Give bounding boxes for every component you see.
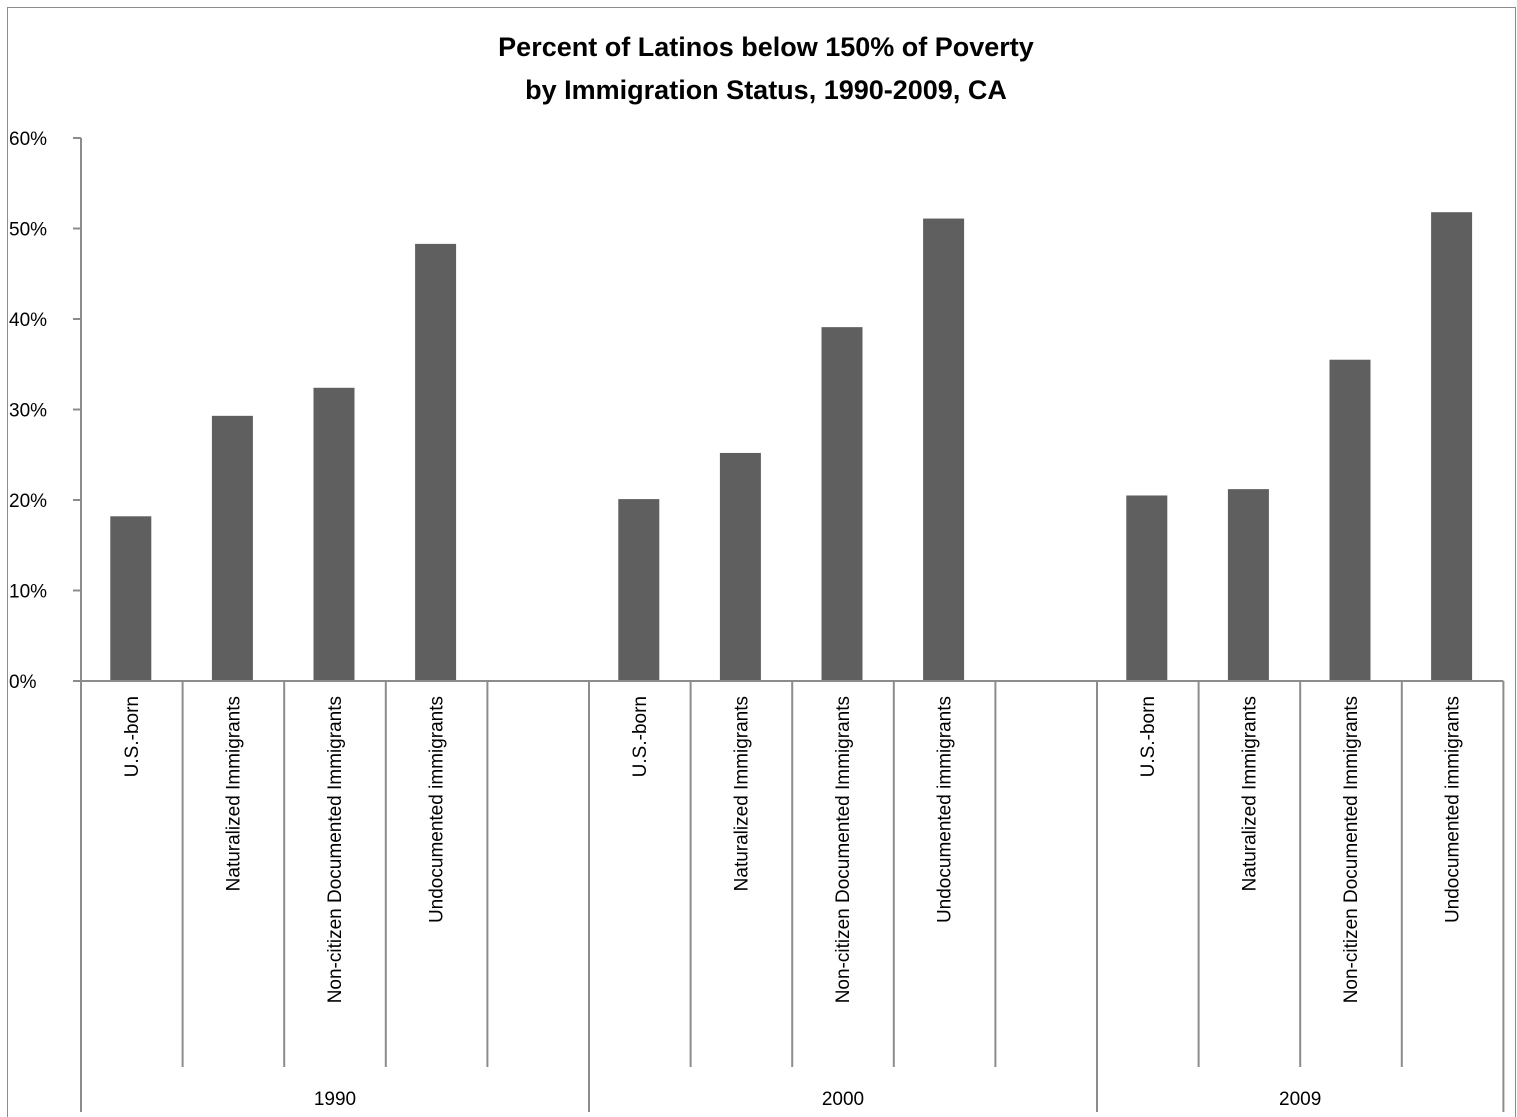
bar xyxy=(415,243,457,681)
x-category-label: Non-citizen Documented Immigrants xyxy=(325,696,346,1003)
y-axis: 0% 10% 20% 30% 40% 50% 60% xyxy=(9,129,82,693)
chart-title-line-2: by Immigration Status, 1990-2009, CA xyxy=(525,75,1007,105)
bar xyxy=(618,499,660,681)
x-category-label: Non-citizen Documented Immigrants xyxy=(1341,696,1362,1003)
bars xyxy=(110,212,1473,682)
x-group-label: 1990 xyxy=(314,1089,356,1110)
x-category-label: Non-citizen Documented Immigrants xyxy=(833,696,854,1003)
x-category-label: Naturalized Immigrants xyxy=(1239,696,1260,891)
x-category-label: U.S.-born xyxy=(122,696,143,777)
x-category-label: Naturalized Immigrants xyxy=(731,696,752,891)
x-group-label: 2009 xyxy=(1279,1089,1321,1110)
chart-title: Percent of Latinos below 150% of Poverty… xyxy=(0,26,1517,112)
x-group-label: 2000 xyxy=(822,1089,864,1110)
bar xyxy=(923,218,965,682)
bar xyxy=(1329,359,1371,681)
x-category-label: Undocumented immigrants xyxy=(1443,696,1464,923)
y-tick-label: 50% xyxy=(9,220,47,241)
x-category-label: Undocumented immigrants xyxy=(427,696,448,923)
x-axis: U.S.-born Naturalized Immigrants Non-citiz… xyxy=(80,680,1505,1112)
chart-title-line-1: Percent of Latinos below 150% of Poverty xyxy=(498,32,1034,62)
y-tick-label: 0% xyxy=(9,672,37,693)
y-tick-label: 60% xyxy=(9,129,47,150)
bar xyxy=(1431,212,1473,681)
bar xyxy=(821,327,863,681)
bar xyxy=(110,516,152,681)
y-tick-label: 20% xyxy=(9,491,47,512)
x-category-label: U.S.-born xyxy=(1138,696,1159,777)
y-tick-label: 30% xyxy=(9,401,47,422)
bar xyxy=(1126,495,1168,681)
bar xyxy=(313,387,355,681)
y-tick-label: 40% xyxy=(9,310,47,331)
x-category-label: U.S.-born xyxy=(630,696,651,777)
y-tick-label: 10% xyxy=(9,582,47,603)
bar xyxy=(1227,489,1269,681)
x-category-label: Naturalized Immigrants xyxy=(223,696,244,891)
bar xyxy=(719,452,761,681)
x-category-label: Undocumented immigrants xyxy=(935,696,956,923)
bar xyxy=(211,415,253,681)
